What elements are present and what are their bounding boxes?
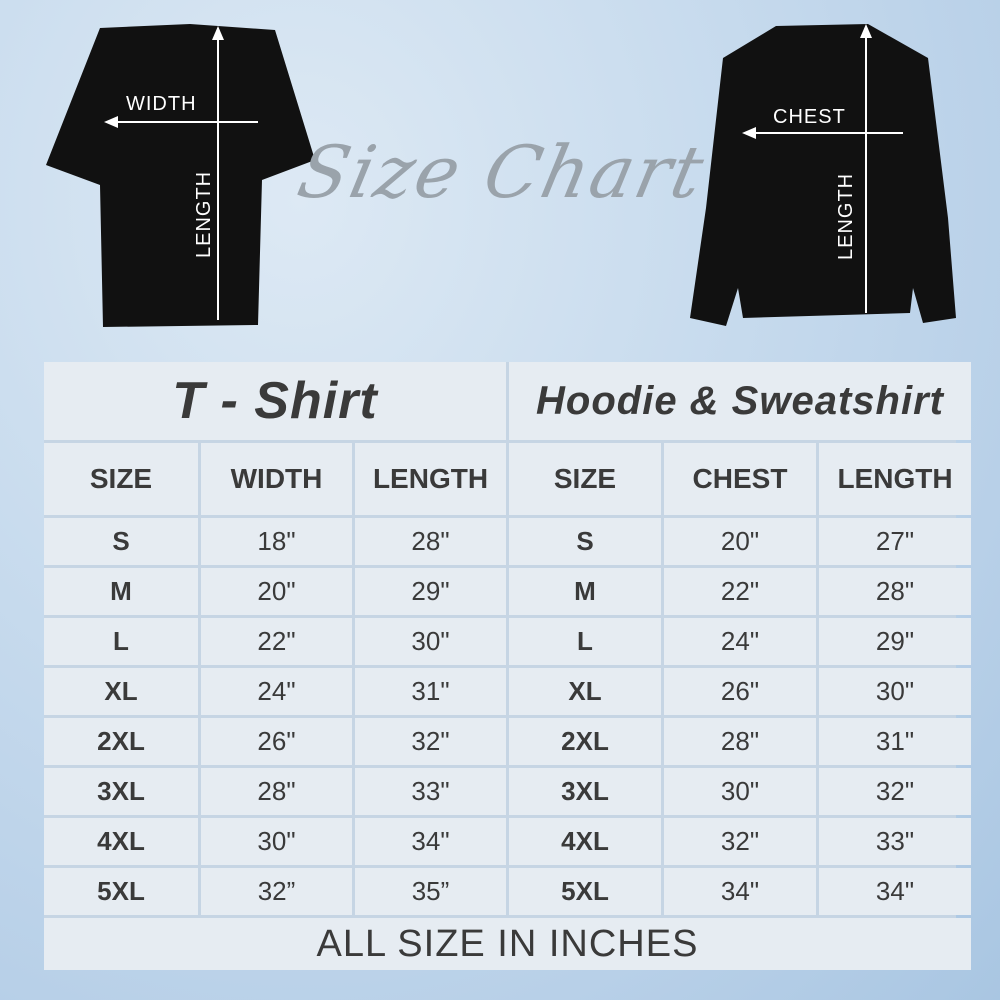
hoodie-size-cell: L bbox=[509, 618, 661, 665]
hoodie-value-cell: 31" bbox=[819, 718, 971, 765]
tshirt-size-cell: L bbox=[44, 618, 198, 665]
footer-note: ALL SIZE IN INCHES bbox=[44, 918, 971, 970]
hoodie-value-cell: 30" bbox=[664, 768, 816, 815]
chest-label: CHEST bbox=[773, 106, 846, 128]
length-label: LENGTH bbox=[193, 171, 215, 258]
hoodie-value-cell: 32" bbox=[819, 768, 971, 815]
hoodie-size-cell: S bbox=[509, 518, 661, 565]
tshirt-value-cell: 28" bbox=[355, 518, 506, 565]
tshirt-size-cell: 3XL bbox=[44, 768, 198, 815]
width-label: WIDTH bbox=[126, 93, 197, 115]
hoodie-size-cell: M bbox=[509, 568, 661, 615]
sweatshirt-silhouette bbox=[690, 24, 956, 326]
hoodie-value-cell: 27" bbox=[819, 518, 971, 565]
hoodie-column-header: CHEST bbox=[664, 443, 816, 515]
hoodie-value-cell: 20" bbox=[664, 518, 816, 565]
tshirt-title: T - Shirt bbox=[44, 362, 506, 440]
page-title: Size Chart bbox=[291, 130, 713, 214]
hoodie-value-cell: 29" bbox=[819, 618, 971, 665]
size-table: T - Shirt Hoodie & Sweatshirt SIZE WIDTH L… bbox=[44, 362, 971, 970]
tshirt-value-cell: 31" bbox=[355, 668, 506, 715]
tshirt-diagram: WIDTH LENGTH bbox=[46, 24, 315, 327]
hoodie-column-header: LENGTH bbox=[819, 443, 971, 515]
tshirt-value-cell: 20" bbox=[201, 568, 352, 615]
hoodie-size-cell: XL bbox=[509, 668, 661, 715]
tshirt-value-cell: 34" bbox=[355, 818, 506, 865]
tshirt-size-cell: 4XL bbox=[44, 818, 198, 865]
tshirt-value-cell: 28" bbox=[201, 768, 352, 815]
hoodie-value-cell: 28" bbox=[664, 718, 816, 765]
hoodie-size-cell: 4XL bbox=[509, 818, 661, 865]
tshirt-column-header: WIDTH bbox=[201, 443, 352, 515]
tshirt-value-cell: 24" bbox=[201, 668, 352, 715]
tshirt-value-cell: 32” bbox=[201, 868, 352, 915]
hoodie-value-cell: 24" bbox=[664, 618, 816, 665]
tshirt-value-cell: 29" bbox=[355, 568, 506, 615]
tshirt-size-cell: 2XL bbox=[44, 718, 198, 765]
hoodie-size-cell: 2XL bbox=[509, 718, 661, 765]
tshirt-value-cell: 33" bbox=[355, 768, 506, 815]
tshirt-size-cell: S bbox=[44, 518, 198, 565]
tshirt-value-cell: 32" bbox=[355, 718, 506, 765]
hoodie-value-cell: 30" bbox=[819, 668, 971, 715]
length-label: LENGTH bbox=[835, 173, 857, 260]
tshirt-value-cell: 30" bbox=[201, 818, 352, 865]
hoodie-value-cell: 26" bbox=[664, 668, 816, 715]
hoodie-value-cell: 34" bbox=[819, 868, 971, 915]
tshirt-value-cell: 35” bbox=[355, 868, 506, 915]
tshirt-size-cell: 5XL bbox=[44, 868, 198, 915]
hoodie-value-cell: 28" bbox=[819, 568, 971, 615]
tshirt-value-cell: 22" bbox=[201, 618, 352, 665]
tshirt-size-cell: M bbox=[44, 568, 198, 615]
tshirt-value-cell: 26" bbox=[201, 718, 352, 765]
tshirt-size-cell: XL bbox=[44, 668, 198, 715]
hoodie-size-cell: 3XL bbox=[509, 768, 661, 815]
hoodie-column-header: SIZE bbox=[509, 443, 661, 515]
hoodie-value-cell: 33" bbox=[819, 818, 971, 865]
tshirt-value-cell: 30" bbox=[355, 618, 506, 665]
hoodie-title: Hoodie & Sweatshirt bbox=[509, 362, 971, 440]
hoodie-value-cell: 32" bbox=[664, 818, 816, 865]
hoodie-size-cell: 5XL bbox=[509, 868, 661, 915]
tshirt-column-header: SIZE bbox=[44, 443, 198, 515]
hoodie-value-cell: 34" bbox=[664, 868, 816, 915]
tshirt-value-cell: 18" bbox=[201, 518, 352, 565]
tshirt-column-header: LENGTH bbox=[355, 443, 506, 515]
hoodie-value-cell: 22" bbox=[664, 568, 816, 615]
tshirt-silhouette bbox=[46, 24, 315, 327]
sweatshirt-diagram: CHEST LENGTH bbox=[690, 24, 956, 326]
